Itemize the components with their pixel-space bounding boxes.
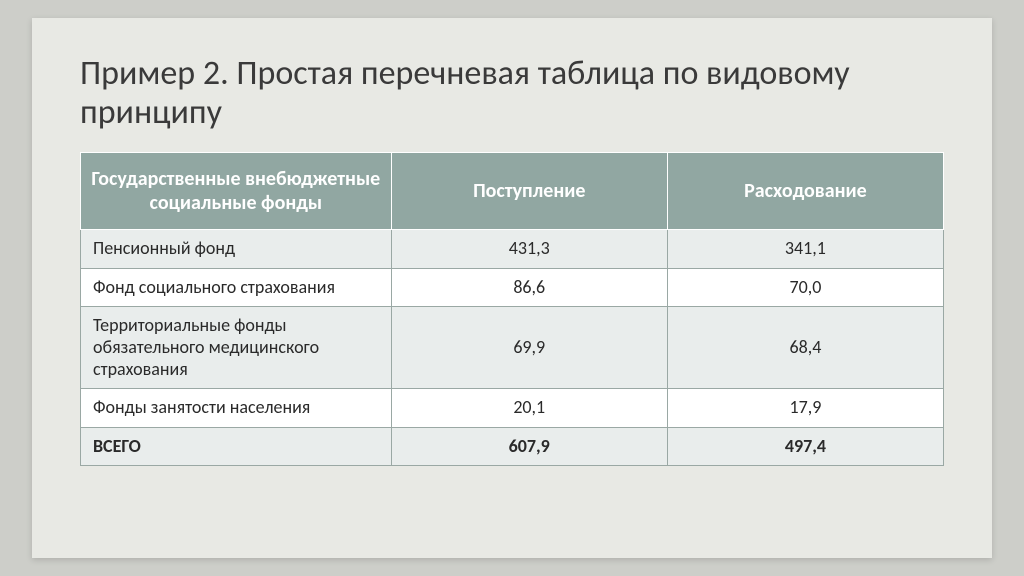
row-value: 86,6 (391, 268, 667, 307)
table-row: Территориальные фонды обязательного меди… (81, 307, 944, 389)
data-table: Государственные внебюджетные социальные … (80, 152, 944, 466)
row-value: 69,9 (391, 307, 667, 389)
slide-container: Пример 2. Простая перечневая таблица по … (32, 18, 992, 558)
total-value: 497,4 (667, 427, 943, 466)
row-value: 341,1 (667, 230, 943, 269)
row-label: Пенсионный фонд (81, 230, 392, 269)
row-value: 70,0 (667, 268, 943, 307)
table-header-row: Государственные внебюджетные социальные … (81, 153, 944, 230)
row-value: 20,1 (391, 389, 667, 428)
table-row: Фонд социального страхования 86,6 70,0 (81, 268, 944, 307)
row-value: 431,3 (391, 230, 667, 269)
table-row: Пенсионный фонд 431,3 341,1 (81, 230, 944, 269)
total-label: ВСЕГО (81, 427, 392, 466)
slide-title: Пример 2. Простая перечневая таблица по … (80, 54, 944, 132)
row-value: 17,9 (667, 389, 943, 428)
col-header-income: Поступление (391, 153, 667, 230)
row-value: 68,4 (667, 307, 943, 389)
row-label: Территориальные фонды обязательного меди… (81, 307, 392, 389)
table-row: Фонды занятости населения 20,1 17,9 (81, 389, 944, 428)
total-value: 607,9 (391, 427, 667, 466)
table-total-row: ВСЕГО 607,9 497,4 (81, 427, 944, 466)
row-label: Фонды занятости населения (81, 389, 392, 428)
col-header-funds: Государственные внебюджетные социальные … (81, 153, 392, 230)
col-header-expense: Расходование (667, 153, 943, 230)
row-label: Фонд социального страхования (81, 268, 392, 307)
